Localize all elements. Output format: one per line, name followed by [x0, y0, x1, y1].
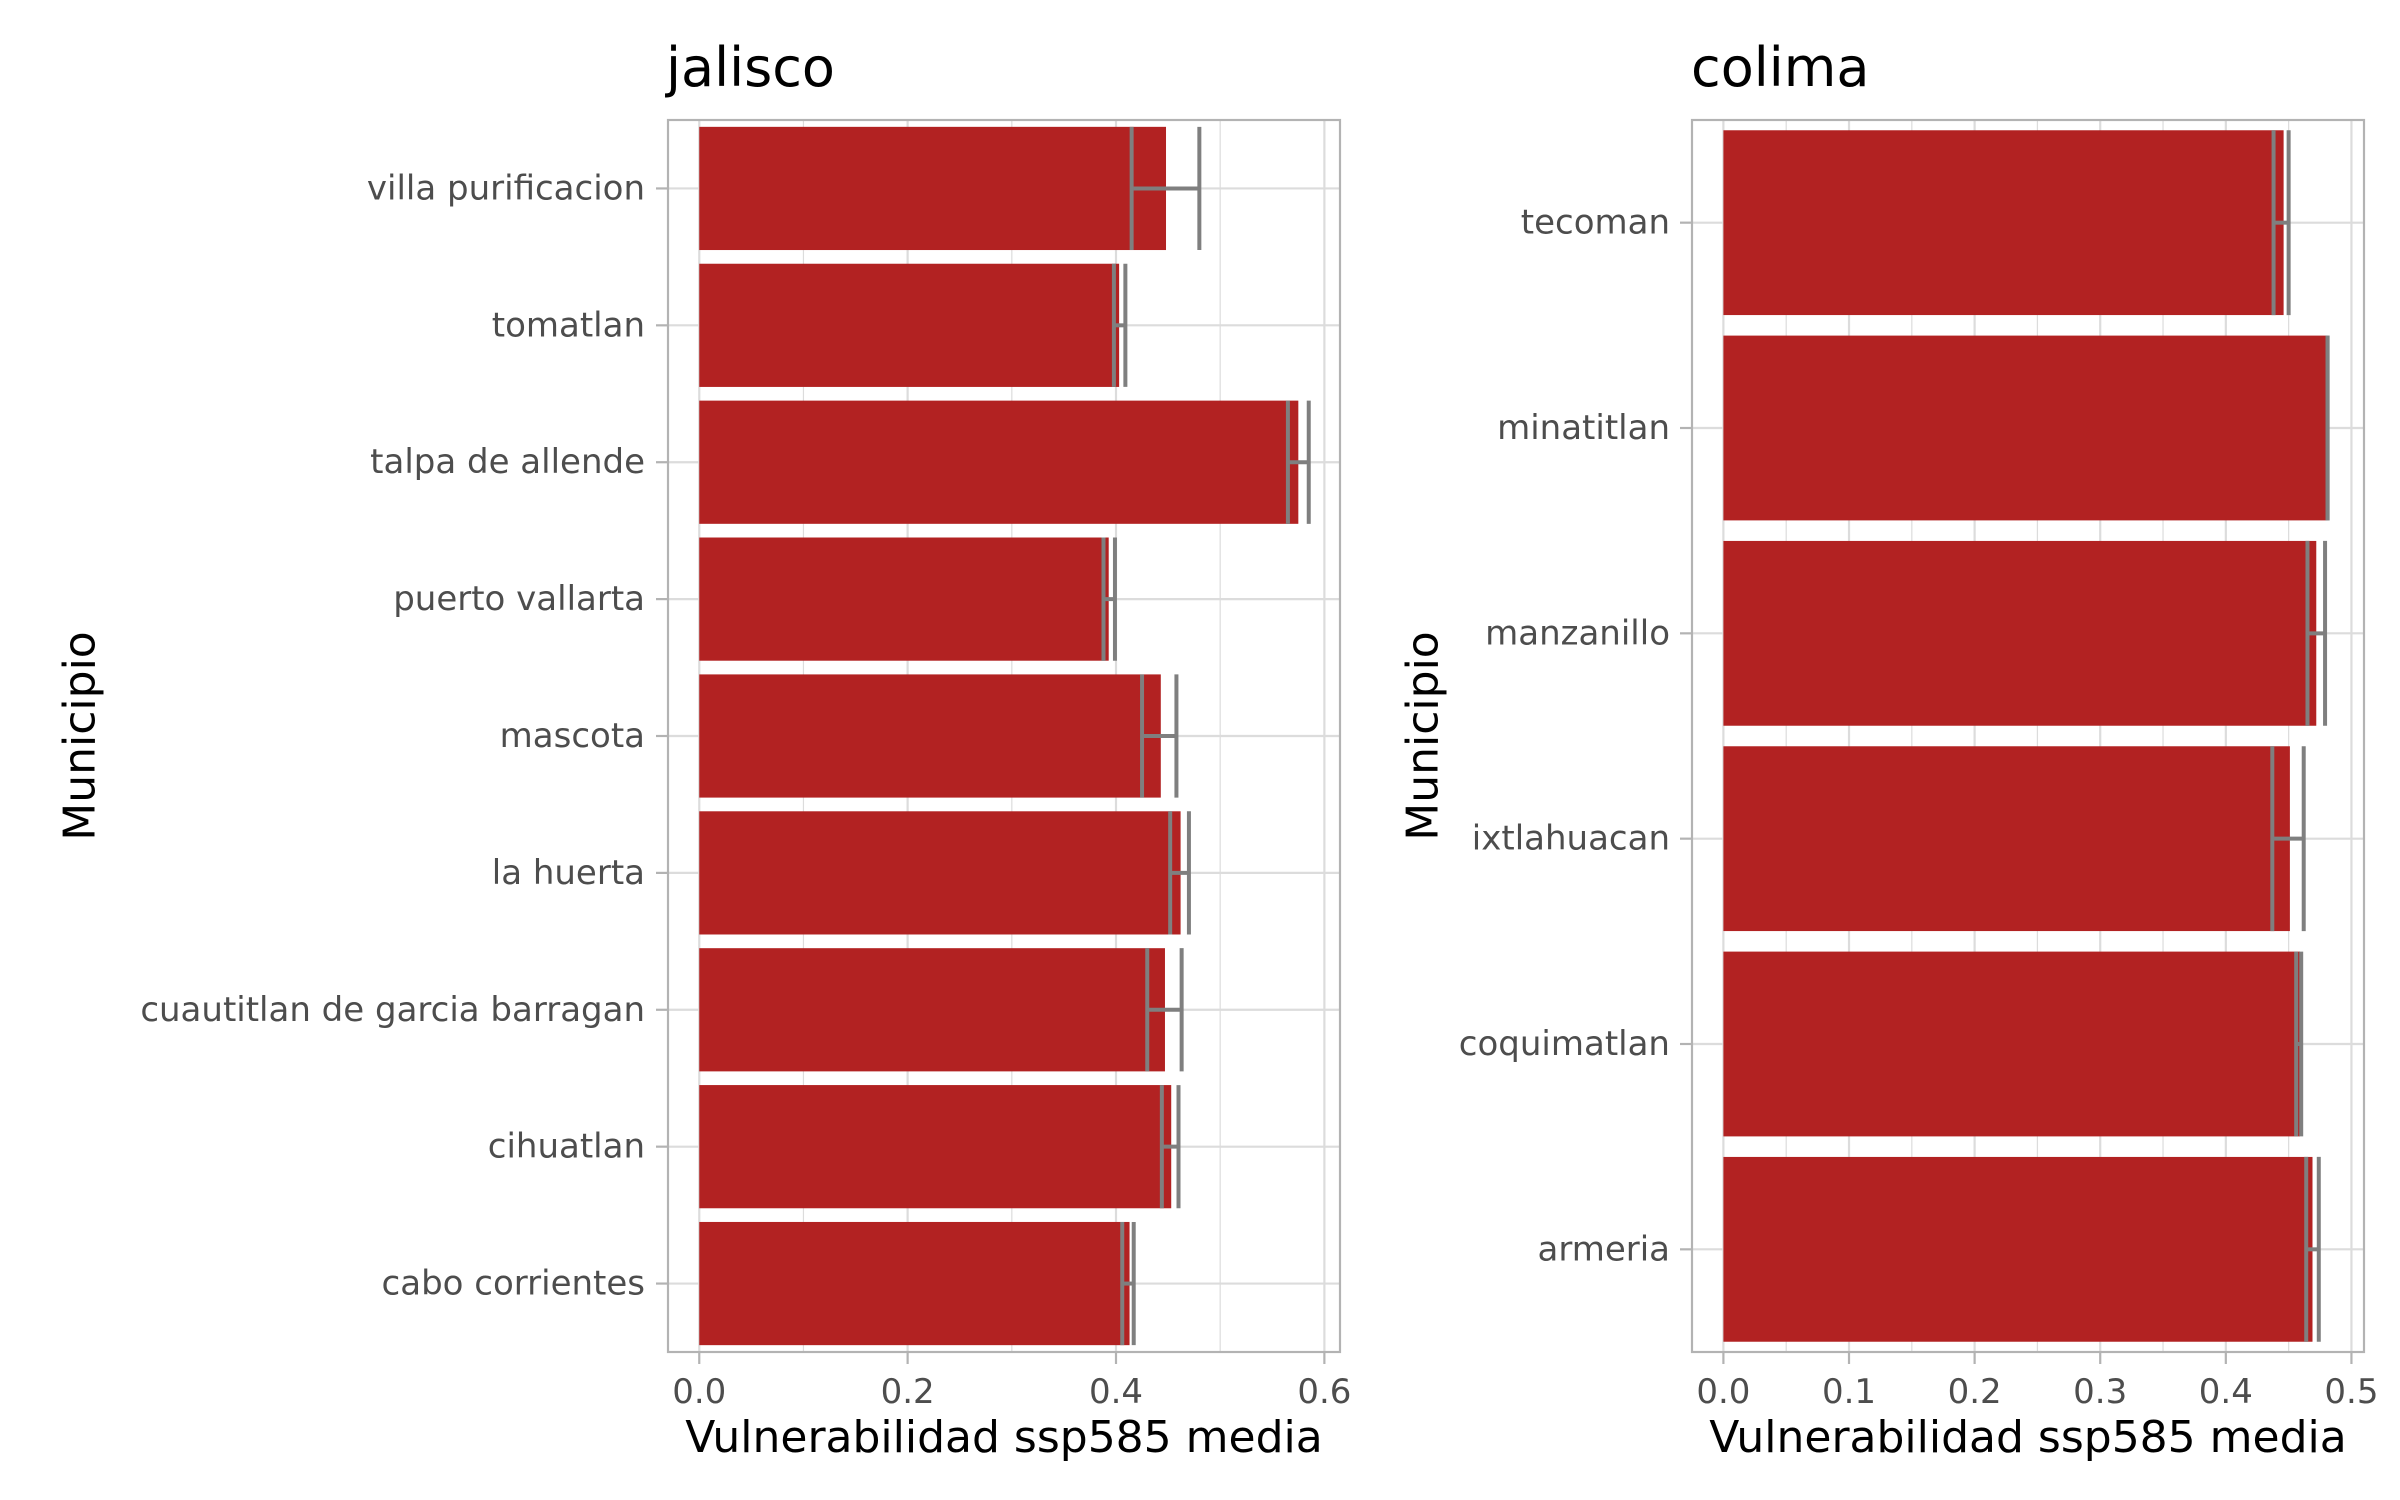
error-bar-villa-purificacion [1129, 126, 1202, 251]
error-bar-mascota [1140, 674, 1179, 798]
bar-talpa-de-allende [699, 400, 1299, 524]
panel-colima: tecoman minatitlan manzanillo ixtlahuacan co… [1398, 36, 2379, 1463]
bar-villa-purificacion [699, 126, 1167, 251]
bar-manzanillo [1723, 540, 2317, 726]
error-bar-manzanillo [2305, 540, 2328, 726]
bar-puerto-vallarta [699, 537, 1109, 661]
x-tick-label: 0.4 [2199, 1372, 2253, 1412]
category-label-villa-purificacion: villa purificacion [367, 168, 645, 208]
error-bar-tecoman [2271, 130, 2291, 316]
error-bar-cabo-corrientes [1120, 1221, 1136, 1346]
panel-title: jalisco [665, 36, 835, 99]
x-tick-label: 0.5 [2324, 1372, 2378, 1412]
x-tick-label: 0.3 [2073, 1372, 2127, 1412]
error-bar-puerto-vallarta [1101, 537, 1117, 661]
category-label-minatitlan: minatitlan [1497, 408, 1670, 448]
error-bar-cuautitlan-de-garcia-barragan [1145, 948, 1184, 1072]
error-bar-ixtlahuacan [2270, 746, 2306, 932]
error-bar-tomatlan [1111, 263, 1128, 387]
category-label-la-huerta: la huerta [492, 853, 645, 893]
category-label-tomatlan: tomatlan [492, 305, 645, 345]
x-tick-label: 0.0 [1696, 1372, 1750, 1412]
x-tick-label: 0.2 [881, 1372, 935, 1412]
y-axis-title: Municipio [1398, 631, 1449, 840]
x-tick-label: 0.2 [1948, 1372, 2002, 1412]
y-axis-title: Municipio [55, 631, 106, 840]
bar-armeria [1723, 1156, 2313, 1342]
category-label-ixtlahuacan: ixtlahuacan [1472, 819, 1670, 859]
bar-coquimatlan [1723, 951, 2300, 1137]
error-bar-coquimatlan [2294, 951, 2304, 1137]
bar-tomatlan [699, 263, 1120, 387]
bar-cabo-corrientes [699, 1221, 1130, 1346]
bar-ixtlahuacan [1723, 746, 2290, 932]
error-bar-cihuatlan [1159, 1085, 1181, 1209]
error-bar-la-huerta [1168, 811, 1191, 935]
bar-cuautitlan-de-garcia-barragan [699, 948, 1165, 1072]
bar-minatitlan [1723, 335, 2328, 521]
panel-frame [1690, 118, 2366, 1354]
category-label-puerto-vallarta: puerto vallarta [393, 579, 645, 619]
panel-jalisco: villa purificacion tomatlan talpa de allen… [55, 36, 1352, 1463]
category-label-cabo-corrientes: cabo corrientes [382, 1264, 645, 1304]
x-tick-label: 0.6 [1297, 1372, 1351, 1412]
x-axis-title: Vulnerabilidad ssp585 media [1709, 1412, 2346, 1463]
x-axis-title: Vulnerabilidad ssp585 media [685, 1412, 1322, 1463]
category-label-mascota: mascota [500, 716, 645, 756]
bar-cihuatlan [699, 1085, 1172, 1209]
category-label-coquimatlan: coquimatlan [1459, 1024, 1670, 1064]
error-bar-talpa-de-allende [1285, 400, 1311, 524]
bar-la-huerta [699, 811, 1181, 935]
category-label-manzanillo: manzanillo [1485, 613, 1670, 653]
category-label-cihuatlan: cihuatlan [488, 1127, 645, 1167]
bar-tecoman [1723, 130, 2284, 316]
x-tick-label: 0.4 [1089, 1372, 1143, 1412]
panel-title: colima [1691, 36, 1869, 99]
category-label-armeria: armeria [1537, 1229, 1670, 1269]
category-label-cuautitlan-de-garcia-barragan: cuautitlan de garcia barragan [140, 990, 645, 1030]
x-tick-label: 0.1 [1822, 1372, 1876, 1412]
x-tick-label: 0.0 [672, 1372, 726, 1412]
category-label-tecoman: tecoman [1521, 203, 1670, 243]
error-bar-armeria [2304, 1156, 2321, 1342]
panel-frame [666, 118, 1342, 1354]
category-label-talpa-de-allende: talpa de allende [370, 442, 645, 482]
bar-mascota [699, 674, 1161, 798]
